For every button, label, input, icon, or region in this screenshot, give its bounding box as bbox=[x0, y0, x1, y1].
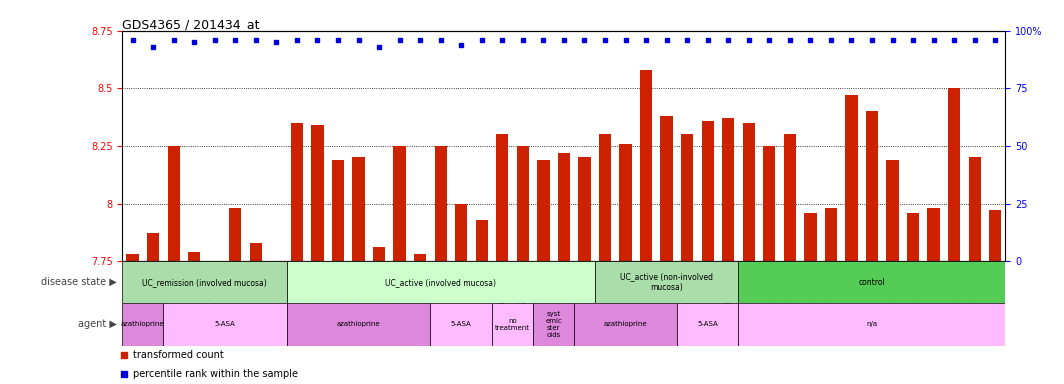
Bar bbox=[455, 204, 467, 261]
Text: agent ▶: agent ▶ bbox=[78, 319, 117, 329]
Text: syst
emic
ster
oids: syst emic ster oids bbox=[545, 311, 562, 338]
Bar bbox=[167, 146, 180, 261]
Bar bbox=[639, 70, 652, 261]
Bar bbox=[968, 157, 981, 261]
Bar bbox=[286, 303, 431, 346]
Text: transformed count: transformed count bbox=[133, 350, 223, 360]
Bar bbox=[372, 247, 385, 261]
Bar bbox=[825, 208, 837, 261]
Bar bbox=[229, 208, 242, 261]
Text: UC_active (non-involved
mucosa): UC_active (non-involved mucosa) bbox=[620, 273, 713, 292]
Bar bbox=[763, 146, 776, 261]
Bar bbox=[738, 261, 1005, 303]
Bar bbox=[599, 134, 611, 261]
Bar bbox=[948, 88, 961, 261]
Bar bbox=[928, 208, 940, 261]
Text: GDS4365 / 201434_at: GDS4365 / 201434_at bbox=[122, 18, 260, 31]
Bar bbox=[127, 254, 138, 261]
Bar bbox=[681, 134, 694, 261]
Text: UC_remission (involved mucosa): UC_remission (involved mucosa) bbox=[143, 278, 267, 287]
Bar bbox=[431, 303, 492, 346]
Bar bbox=[579, 157, 591, 261]
Bar bbox=[677, 303, 738, 346]
Bar bbox=[476, 220, 488, 261]
Bar bbox=[250, 243, 262, 261]
Bar bbox=[533, 303, 575, 346]
Bar bbox=[434, 146, 447, 261]
Text: azathioprine: azathioprine bbox=[603, 321, 647, 328]
Bar bbox=[661, 116, 672, 261]
Bar bbox=[722, 118, 734, 261]
Text: percentile rank within the sample: percentile rank within the sample bbox=[133, 369, 298, 379]
Text: disease state ▶: disease state ▶ bbox=[41, 277, 117, 287]
Bar bbox=[743, 123, 755, 261]
Bar bbox=[496, 134, 509, 261]
Text: 5-ASA: 5-ASA bbox=[451, 321, 471, 328]
Bar bbox=[845, 95, 858, 261]
Bar bbox=[332, 160, 344, 261]
Text: no
treatment: no treatment bbox=[495, 318, 530, 331]
Bar bbox=[619, 144, 632, 261]
Text: 5-ASA: 5-ASA bbox=[697, 321, 718, 328]
Bar bbox=[188, 252, 200, 261]
Bar bbox=[907, 213, 919, 261]
Bar bbox=[122, 261, 286, 303]
Bar bbox=[312, 125, 323, 261]
Bar bbox=[990, 210, 1001, 261]
Bar bbox=[394, 146, 405, 261]
Bar bbox=[886, 160, 899, 261]
Bar bbox=[492, 303, 533, 346]
Bar bbox=[558, 153, 570, 261]
Bar bbox=[352, 157, 365, 261]
Text: azathioprine: azathioprine bbox=[121, 321, 165, 328]
Text: 5-ASA: 5-ASA bbox=[215, 321, 235, 328]
Text: n/a: n/a bbox=[866, 321, 878, 328]
Bar bbox=[784, 134, 796, 261]
Bar bbox=[290, 123, 303, 261]
Bar bbox=[575, 303, 677, 346]
Bar bbox=[804, 213, 816, 261]
Text: azathioprine: azathioprine bbox=[336, 321, 380, 328]
Bar bbox=[595, 261, 738, 303]
Bar bbox=[866, 111, 878, 261]
Bar bbox=[701, 121, 714, 261]
Bar bbox=[147, 233, 160, 261]
Text: UC_active (involved mucosa): UC_active (involved mucosa) bbox=[385, 278, 496, 287]
Text: control: control bbox=[859, 278, 885, 287]
Bar bbox=[537, 160, 549, 261]
Bar bbox=[738, 303, 1005, 346]
Bar bbox=[414, 254, 427, 261]
Bar bbox=[286, 261, 595, 303]
Bar bbox=[122, 303, 164, 346]
Bar bbox=[517, 146, 529, 261]
Bar bbox=[164, 303, 286, 346]
